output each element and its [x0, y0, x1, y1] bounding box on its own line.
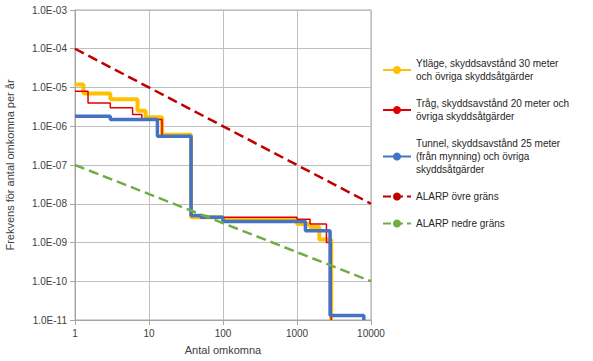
svg-text:1.0E-10: 1.0E-10 — [32, 276, 67, 287]
svg-text:ALARP nedre gräns: ALARP nedre gräns — [416, 218, 505, 229]
svg-text:1: 1 — [72, 328, 78, 339]
svg-text:1.0E-06: 1.0E-06 — [32, 121, 67, 132]
svg-text:100: 100 — [215, 328, 232, 339]
svg-text:Ytläge, skyddsavstånd 30 meter: Ytläge, skyddsavstånd 30 meter — [416, 58, 561, 69]
svg-text:1.0E-11: 1.0E-11 — [33, 315, 68, 326]
svg-text:Antal omkomna: Antal omkomna — [185, 344, 262, 356]
svg-text:Frekvens för antal omkomna per: Frekvens för antal omkomna per år — [4, 79, 16, 251]
svg-text:1.0E-03: 1.0E-03 — [32, 5, 67, 16]
svg-text:ALARP övre gräns: ALARP övre gräns — [416, 191, 499, 202]
svg-text:10: 10 — [143, 328, 155, 339]
svg-text:1000: 1000 — [286, 328, 309, 339]
svg-text:1.0E-09: 1.0E-09 — [32, 237, 67, 248]
svg-text:Tunnel, skyddsavstånd 25 meter: Tunnel, skyddsavstånd 25 meter — [416, 138, 563, 149]
svg-text:övriga skyddsåtgärder: övriga skyddsåtgärder — [416, 111, 515, 122]
svg-text:1.0E-07: 1.0E-07 — [32, 160, 67, 171]
svg-text:Tråg, skyddsavstånd 20 meter o: Tråg, skyddsavstånd 20 meter och — [416, 98, 572, 109]
svg-text:1.0E-08: 1.0E-08 — [32, 198, 67, 209]
svg-text:skyddsåtgärder: skyddsåtgärder — [416, 164, 485, 175]
svg-text:och övriga skyddsåtgärder: och övriga skyddsåtgärder — [416, 71, 534, 82]
svg-text:1.0E-04: 1.0E-04 — [32, 43, 67, 54]
svg-text:1.0E-05: 1.0E-05 — [32, 82, 67, 93]
svg-text:(från mynning) och övriga: (från mynning) och övriga — [416, 151, 532, 162]
svg-text:10000: 10000 — [357, 328, 385, 339]
